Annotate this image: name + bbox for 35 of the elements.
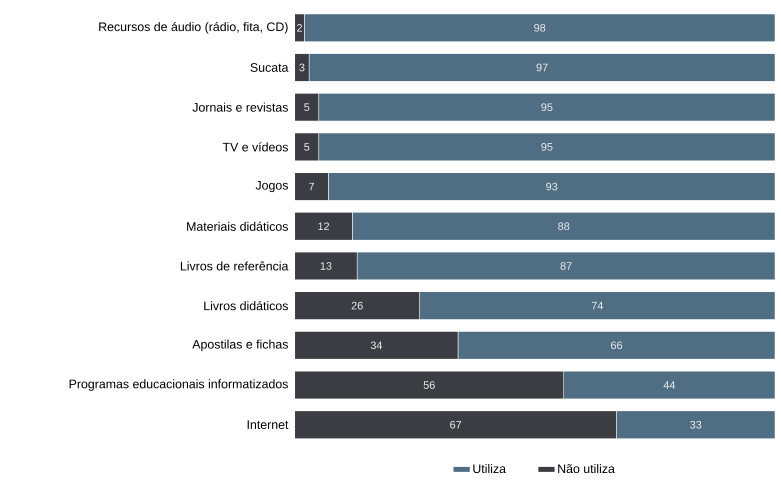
data-label: 34 — [370, 341, 382, 350]
data-label: 67 — [450, 420, 462, 428]
data-label: 95 — [541, 142, 552, 151]
data-label: 12 — [318, 222, 330, 230]
data-label: 56 — [424, 381, 435, 389]
y-tick-label: TV e vídeos — [222, 142, 288, 152]
y-tick-label: Livros de referência — [180, 261, 288, 270]
y-tick-label: Apostilas e fichas — [192, 339, 288, 351]
y-tick-label: Internet — [248, 420, 288, 429]
legend-label: Não utiliza — [558, 464, 615, 473]
data-label: 66 — [611, 341, 622, 350]
y-tick-label: Sucata — [250, 63, 288, 72]
y-tick-label: Livros didáticos — [204, 300, 288, 310]
y-tick-label: Recursos de áudio (rádio, fita, CD) — [99, 22, 288, 34]
data-label: 95 — [541, 103, 552, 111]
data-label: 2 — [297, 24, 302, 32]
data-label: 5 — [304, 103, 310, 111]
y-tick-label: Jornais e revistas — [192, 102, 288, 112]
y-tick-label: Materiais didáticos — [187, 222, 288, 231]
data-label: 13 — [320, 262, 332, 270]
data-label: 93 — [546, 182, 558, 190]
data-label: 33 — [690, 420, 702, 428]
legend-label: Utiliza — [473, 464, 506, 473]
data-label: 74 — [592, 302, 604, 310]
y-tick-label: Jogos — [256, 180, 288, 192]
data-label: 5 — [304, 142, 310, 151]
data-label: 3 — [299, 64, 304, 72]
y-tick-label: Programas educacionais informatizados — [70, 379, 288, 391]
data-label: 98 — [534, 24, 546, 32]
data-label: 87 — [560, 262, 572, 270]
data-label: 97 — [536, 64, 548, 72]
data-label: 88 — [558, 222, 570, 230]
data-label: 44 — [664, 381, 676, 389]
data-label: 26 — [352, 302, 363, 310]
data-label: 7 — [309, 182, 314, 190]
